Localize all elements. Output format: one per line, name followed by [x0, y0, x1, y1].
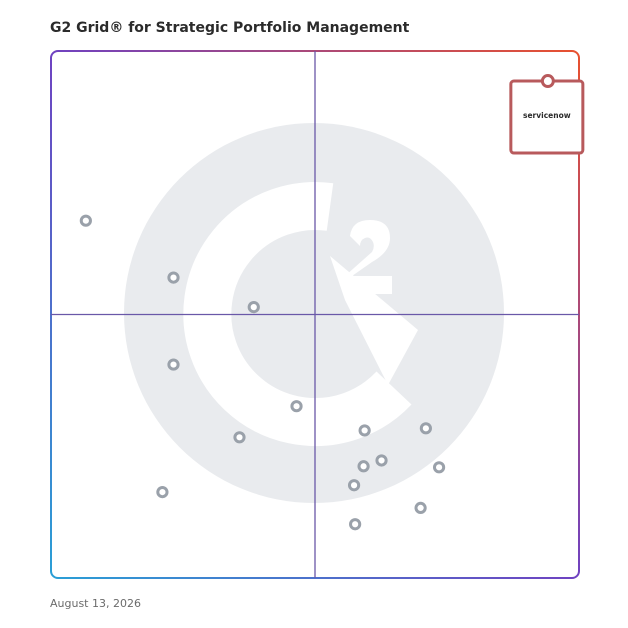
data-point-12[interactable]	[432, 461, 446, 474]
vendor-logo-label: servicenow	[523, 111, 571, 120]
report-date: August 13, 2026	[50, 597, 141, 610]
data-point-14[interactable]	[414, 501, 427, 515]
highlighted-vendor[interactable]: servicenow	[509, 74, 585, 155]
data-point-6[interactable]	[233, 431, 246, 444]
data-point-15[interactable]	[349, 518, 362, 531]
data-point-2[interactable]	[167, 271, 180, 284]
data-point-7[interactable]	[156, 485, 169, 499]
data-point-11[interactable]	[357, 460, 370, 473]
data-point-3[interactable]	[247, 301, 260, 314]
data-point-4[interactable]	[167, 358, 180, 371]
data-point-10[interactable]	[375, 454, 388, 467]
data-point-1[interactable]	[79, 214, 92, 227]
data-point-13[interactable]	[347, 479, 361, 492]
data-point-8[interactable]	[419, 422, 432, 435]
data-point-5[interactable]	[290, 400, 303, 413]
g2-watermark-logo	[124, 123, 504, 503]
highlighted-data-point[interactable]	[540, 74, 555, 89]
data-point-9[interactable]	[358, 424, 371, 437]
chart-title: G2 Grid® for Strategic Portfolio Managem…	[50, 20, 410, 36]
